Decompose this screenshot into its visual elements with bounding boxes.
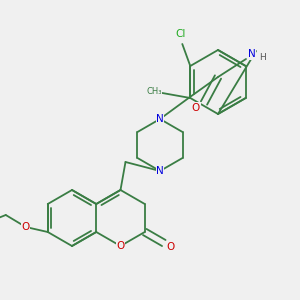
Text: O: O (22, 222, 30, 232)
Text: O: O (167, 242, 175, 252)
Text: N: N (156, 114, 164, 124)
Text: N: N (248, 49, 256, 59)
Text: CH₃: CH₃ (146, 86, 162, 95)
Text: O: O (116, 241, 124, 251)
Text: N: N (156, 166, 164, 176)
Text: H: H (259, 53, 266, 62)
Text: O: O (192, 103, 200, 113)
Text: Cl: Cl (175, 29, 185, 39)
